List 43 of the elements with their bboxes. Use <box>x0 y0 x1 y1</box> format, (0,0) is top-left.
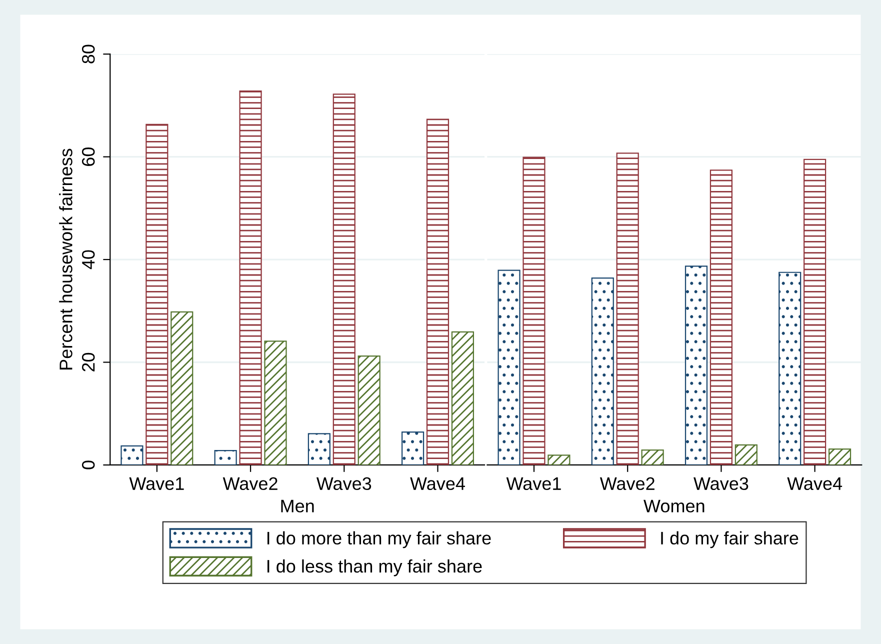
bar <box>401 432 424 465</box>
bar <box>734 444 758 465</box>
y-tick-label: 80 <box>82 44 95 64</box>
bar <box>451 331 474 465</box>
bar <box>710 170 732 465</box>
bar <box>214 450 237 465</box>
x-tick-label: Wave3 <box>694 477 748 490</box>
legend-label: I do more than my fair share <box>267 531 491 548</box>
bar <box>332 94 356 465</box>
bar <box>616 152 639 465</box>
legend-label: I do less than my fair share <box>267 559 482 576</box>
bar <box>591 277 614 465</box>
bar <box>239 90 262 465</box>
bar <box>170 311 194 465</box>
x-tick-label: Wave2 <box>222 477 278 490</box>
bar <box>120 445 144 465</box>
bar <box>522 156 546 465</box>
x-tick-label: Wave4 <box>410 477 465 490</box>
x-tick-label: Wave1 <box>129 477 184 490</box>
bar <box>264 340 287 465</box>
x-axis-title: Women <box>644 500 704 512</box>
x-axis-title: Men <box>281 500 314 512</box>
bar <box>641 450 664 465</box>
bar <box>548 454 570 465</box>
y-axis-title: Percent housework fairness <box>59 148 72 370</box>
legend-label: I do my fair share <box>661 531 798 548</box>
bar <box>828 448 852 465</box>
y-tick-label: 0 <box>82 460 95 470</box>
bar <box>146 124 168 465</box>
x-tick-label: Wave1 <box>506 477 561 490</box>
x-tick-label: Wave4 <box>787 477 842 490</box>
x-tick-label: Wave3 <box>316 477 372 490</box>
bar <box>498 270 520 465</box>
bar <box>358 356 380 465</box>
x-tick-label: Wave2 <box>600 477 654 490</box>
y-tick-label: 20 <box>82 352 95 372</box>
bar <box>804 158 826 465</box>
bar <box>778 272 802 465</box>
bar <box>684 266 708 465</box>
y-tick-label: 40 <box>82 250 95 270</box>
y-tick-label: 60 <box>82 147 95 166</box>
bar <box>426 118 450 465</box>
bar <box>308 433 330 465</box>
